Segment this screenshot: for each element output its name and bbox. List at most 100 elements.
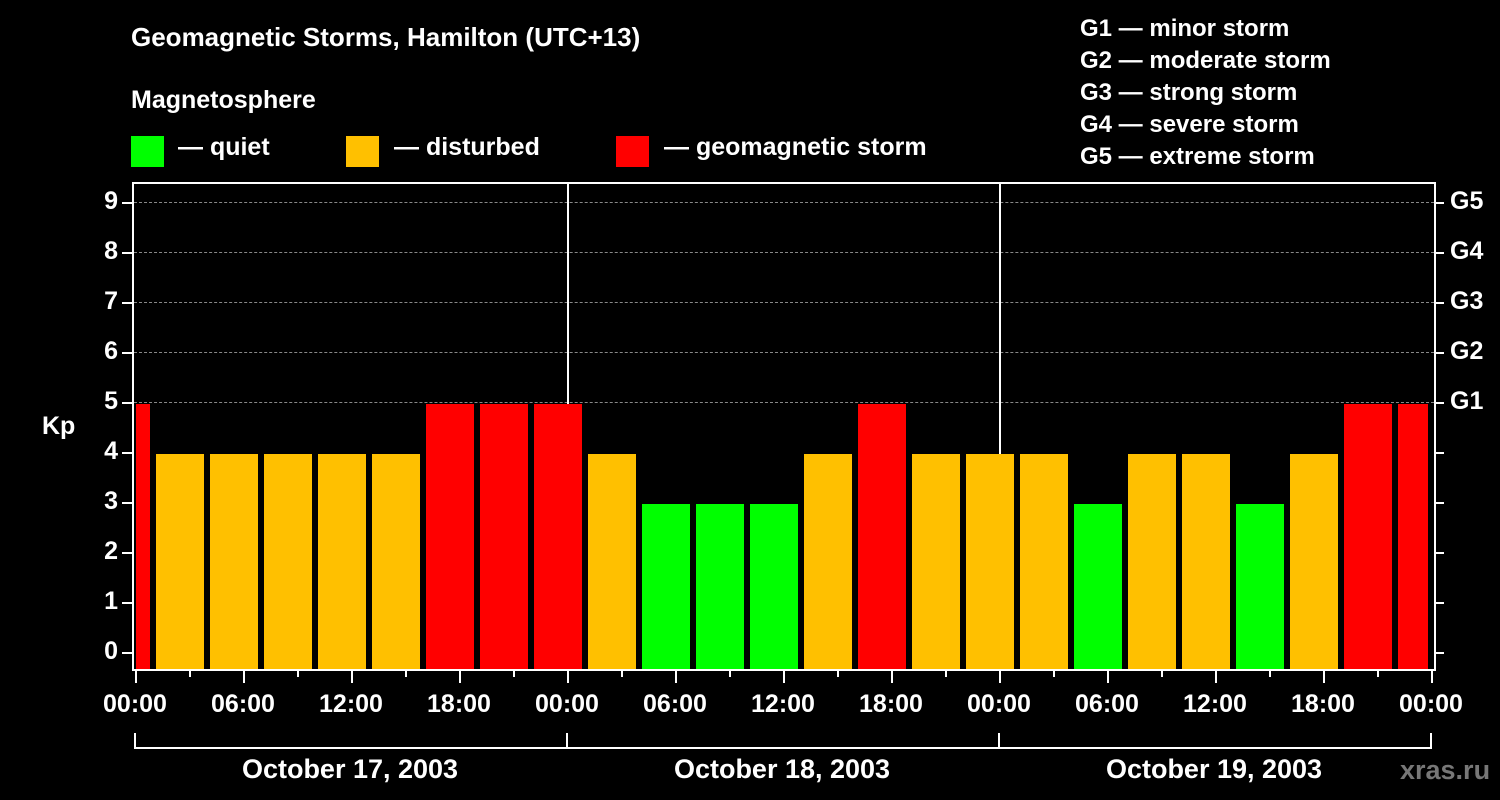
bar-storm [1344,404,1392,669]
bar-disturbed [1290,454,1338,669]
y-tick [122,552,132,554]
gridline-7 [134,302,1434,303]
bar-storm [534,404,582,669]
day-label: October 17, 2003 [241,754,459,784]
bar-disturbed [966,454,1014,669]
x-tick [135,669,137,683]
y2-tick [1434,252,1444,254]
x-tick [189,669,191,677]
x-tick [1107,669,1109,683]
x-tick [1323,669,1325,683]
bar-disturbed [372,454,420,669]
y-tick-label: 0 [104,637,118,665]
gridline-6 [134,352,1434,353]
y-tick-label: 3 [104,487,118,515]
g-scale-tick-label: G5 [1450,187,1484,215]
y-tick [122,202,132,204]
g-scale-tick-label: G4 [1450,237,1484,265]
y2-tick [1434,402,1444,404]
bar-quiet [642,504,690,669]
x-tick [297,669,299,677]
bar-disturbed [804,454,852,669]
x-tick [621,669,623,677]
x-tick [783,669,785,683]
x-tick-label: 12:00 [1183,690,1247,718]
bar-disturbed [156,454,204,669]
y2-tick [1434,452,1444,454]
bar-storm [426,404,474,669]
bar-disturbed [912,454,960,669]
x-tick-label: 00:00 [1399,690,1463,718]
y-tick-label: 2 [104,537,118,565]
x-tick [945,669,947,677]
x-tick [1161,669,1163,677]
bar-quiet [696,504,744,669]
x-tick-label: 06:00 [1075,690,1139,718]
x-tick [837,669,839,677]
legend-swatch-disturbed [346,136,379,167]
x-tick-label: 00:00 [103,690,167,718]
x-tick [1431,669,1433,683]
y-tick [122,602,132,604]
g-scale-item: G2 — moderate storm [1080,47,1331,74]
bar-disturbed [1128,454,1176,669]
g-scale-item: G4 — severe storm [1080,111,1299,138]
day-bracket-tick [566,733,568,749]
y-tick-label: 4 [104,437,118,465]
x-tick [1269,669,1271,677]
y-tick-label: 5 [104,387,118,415]
bar-quiet [750,504,798,669]
y-tick [122,352,132,354]
x-tick [405,669,407,677]
bar-quiet [1074,504,1122,669]
y-axis-label: Kp [42,412,76,440]
g-scale-tick-label: G3 [1450,287,1484,315]
y2-tick [1434,552,1444,554]
day-divider [999,184,1001,669]
bar-disturbed [210,454,258,669]
bar-storm [480,404,528,669]
legend-label-disturbed: — disturbed [394,133,540,161]
bar-storm [858,404,906,669]
bar-storm [136,404,150,669]
x-tick [999,669,1001,683]
y2-tick [1434,302,1444,304]
bar-disturbed [318,454,366,669]
y-tick-label: 1 [104,587,118,615]
x-tick [351,669,353,683]
plot-area [132,182,1436,671]
y-tick [122,452,132,454]
y-tick-label: 9 [104,187,118,215]
x-tick [675,669,677,683]
x-tick [1215,669,1217,683]
g-scale-item: G1 — minor storm [1080,15,1290,42]
bar-disturbed [1182,454,1230,669]
y2-tick [1434,652,1444,654]
y-tick-label: 7 [104,287,118,315]
legend-swatch-storm [616,136,649,167]
y-tick [122,502,132,504]
gridline-9 [134,202,1434,203]
bar-storm [1398,404,1428,669]
bar-quiet [1236,504,1284,669]
g-scale-tick-label: G2 [1450,337,1484,365]
bar-disturbed [588,454,636,669]
x-tick [513,669,515,677]
y2-tick [1434,602,1444,604]
g-scale-item: G3 — strong storm [1080,79,1298,106]
y2-tick [1434,352,1444,354]
day-label: October 18, 2003 [673,754,891,784]
x-tick-label: 12:00 [319,690,383,718]
x-tick-label: 00:00 [967,690,1031,718]
x-tick [567,669,569,683]
y-tick [122,402,132,404]
legend-label-storm: — geomagnetic storm [664,133,927,161]
y-tick-label: 8 [104,237,118,265]
y-tick [122,252,132,254]
y-tick [122,302,132,304]
x-tick [729,669,731,677]
bar-disturbed [264,454,312,669]
chart-title: Geomagnetic Storms, Hamilton (UTC+13) [131,22,641,52]
x-tick-label: 00:00 [535,690,599,718]
y-tick [122,652,132,654]
